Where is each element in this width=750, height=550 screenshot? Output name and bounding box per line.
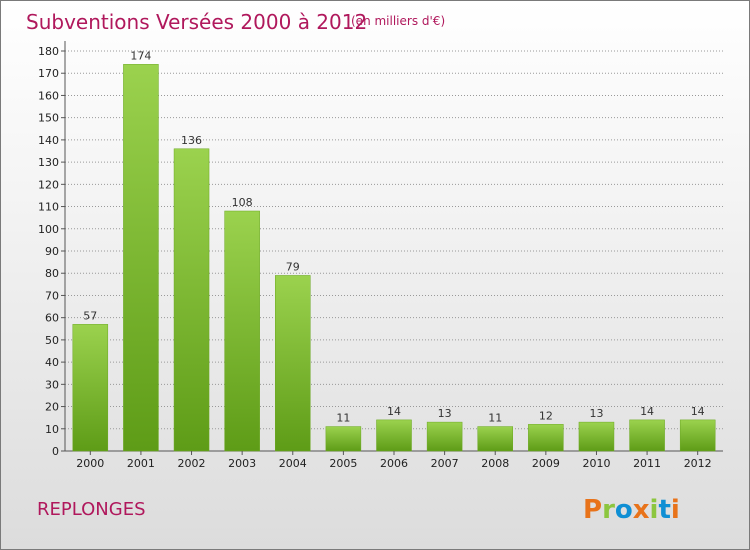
bar-2010: [578, 421, 615, 452]
logo-letter: t: [658, 495, 670, 525]
bar-2000: [72, 324, 109, 452]
y-tick-label: 10: [45, 423, 59, 436]
value-label-2008: 11: [488, 412, 502, 425]
bar-2001: [123, 64, 159, 452]
y-tick-label: 110: [38, 201, 59, 214]
commune-name: REPLONGES: [37, 499, 146, 520]
value-label-2004: 79: [286, 260, 300, 273]
x-tick-label-2003: 2003: [228, 457, 256, 470]
value-label-2005: 11: [336, 412, 350, 425]
value-label-2002: 136: [181, 134, 202, 147]
y-tick-label: 60: [45, 312, 59, 325]
x-tick-label-2012: 2012: [684, 457, 712, 470]
y-tick-label: 20: [45, 401, 59, 414]
x-tick-label-2010: 2010: [582, 457, 610, 470]
bar-2007: [426, 421, 463, 452]
bar-2006: [376, 419, 412, 452]
value-label-2009: 12: [539, 409, 553, 422]
value-label-2007: 13: [438, 407, 452, 420]
x-tick-label-2002: 2002: [178, 457, 206, 470]
x-tick-label-2009: 2009: [532, 457, 560, 470]
logo-letter: r: [602, 495, 615, 525]
value-label-2001: 174: [130, 49, 151, 62]
y-tick-label: 100: [38, 223, 59, 236]
logo-letter: x: [633, 495, 650, 525]
y-tick-label: 50: [45, 334, 59, 347]
svg-text:Proxiti: Proxiti: [583, 495, 680, 525]
bar-2008: [477, 426, 513, 452]
bar-2011: [629, 419, 665, 452]
bar-2009: [528, 424, 564, 452]
x-tick-label-2011: 2011: [633, 457, 661, 470]
y-tick-label: 0: [52, 445, 59, 458]
logo-letter: i: [650, 495, 659, 525]
y-tick-label: 120: [38, 178, 59, 191]
x-tick-labels: 2000 2001 2002 2003 2004 2005 2006 2007 2008 2009…: [76, 451, 712, 470]
x-tick-label-2001: 2001: [127, 457, 155, 470]
axes: [64, 41, 723, 452]
y-tick-label: 150: [38, 112, 59, 125]
value-label-2003: 108: [232, 196, 253, 209]
logo-letter: o: [615, 495, 633, 525]
x-tick-label-2007: 2007: [431, 457, 459, 470]
logo-letter: i: [671, 495, 680, 525]
y-tick-label: 160: [38, 89, 59, 102]
bar-2005: [325, 426, 362, 452]
x-tick-label-2008: 2008: [481, 457, 509, 470]
bar-2003: [224, 210, 260, 452]
value-label-2006: 14: [387, 405, 401, 418]
bars: [72, 64, 716, 452]
x-tick-label-2000: 2000: [76, 457, 104, 470]
value-label-2010: 13: [589, 407, 603, 420]
bar-2004: [275, 275, 311, 452]
value-labels: 57 174 136 108 79 11 14 13 11 12 13 14 14: [83, 49, 704, 424]
y-tick-label: 70: [45, 289, 59, 302]
value-label-2011: 14: [640, 405, 654, 418]
chart-title: Subventions Versées 2000 à 2012: [26, 10, 367, 34]
y-tick-label: 30: [45, 378, 59, 391]
logo-letter: P: [583, 495, 602, 525]
x-tick-label-2004: 2004: [279, 457, 307, 470]
chart-unit-subtitle: (en milliers d'€): [351, 14, 445, 28]
y-tick-label: 130: [38, 156, 59, 169]
y-tick-label: 40: [45, 356, 59, 369]
proxiti-logo: Proxiti: [583, 495, 680, 525]
y-tick-label: 90: [45, 245, 59, 258]
value-label-2000: 57: [83, 309, 97, 322]
bar-2002: [173, 148, 210, 452]
value-label-2012: 14: [691, 405, 705, 418]
y-tick-labels: 0 10 20 30 40 50 60 70 80 90 100 110 120 130 140 150 160…: [38, 45, 65, 458]
y-tick-label: 180: [38, 45, 59, 58]
x-tick-label-2006: 2006: [380, 457, 408, 470]
y-tick-label: 140: [38, 134, 59, 147]
y-tick-label: 170: [38, 67, 59, 80]
x-tick-label-2005: 2005: [329, 457, 357, 470]
y-gridlines: [65, 50, 723, 430]
y-tick-label: 80: [45, 267, 59, 280]
bar-2012: [679, 419, 716, 452]
